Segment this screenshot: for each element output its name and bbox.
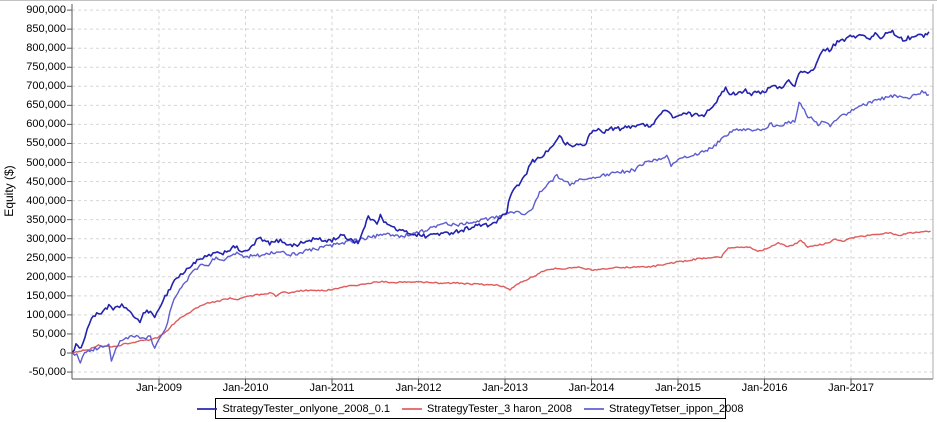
x-tick-label: Jan-2010 — [222, 382, 269, 394]
legend-item-1: StrategyTester_3 haron_2008 — [402, 403, 572, 415]
x-tick-label: Jan-2013 — [482, 382, 528, 394]
y-tick-label: 250,000 — [26, 251, 66, 264]
y-tick-label: 800,000 — [26, 42, 66, 55]
y-tick-label: -50,000 — [28, 366, 66, 379]
x-tick-label: Jan-2012 — [395, 382, 442, 394]
series-line-0 — [71, 29, 930, 353]
legend-marker-icon — [197, 407, 218, 410]
y-tick-label: 600,000 — [26, 118, 66, 131]
x-tick-label: Jan-2011 — [309, 382, 355, 394]
y-tick-label: 150,000 — [26, 289, 66, 302]
top-edge-artifact — [0, 0, 937, 1]
y-tick-label: 900,000 — [26, 4, 66, 17]
legend-label: StrategyTetser_ippon_2008 — [608, 402, 744, 415]
legend: StrategyTester_onlyone_2008_0.1 StrategyT… — [197, 398, 744, 419]
y-axis-title: Equity ($) — [2, 165, 16, 217]
x-tick-label: Jan-2009 — [136, 382, 182, 394]
legend-label: StrategyTester_3 haron_2008 — [427, 402, 572, 415]
legend-label: StrategyTester_onlyone_2008_0.1 — [222, 402, 391, 415]
y-tick-label: 450,000 — [26, 175, 66, 188]
y-tick-label: 200,000 — [26, 270, 66, 283]
x-tick-label: Jan-2014 — [568, 382, 615, 394]
legend-item-0: StrategyTester_onlyone_2008_0.1 — [197, 403, 390, 415]
x-tick-label: Jan-2015 — [655, 382, 701, 394]
y-tick-label: 300,000 — [26, 232, 66, 245]
y-tick-label: 0 — [59, 347, 66, 359]
x-tick-label: Jan-2017 — [828, 382, 874, 394]
series-line-1 — [72, 230, 931, 354]
y-tick-label: 700,000 — [26, 80, 66, 93]
legend-marker-icon — [583, 407, 604, 410]
y-tick-label: 350,000 — [26, 213, 66, 226]
series-line-2 — [72, 90, 930, 364]
legend-marker-icon — [402, 407, 423, 410]
y-tick-label: 100,000 — [26, 308, 66, 321]
y-tick-label: 750,000 — [26, 61, 66, 74]
legend-item-2: StrategyTetser_ippon_2008 — [583, 402, 744, 415]
x-tick-label: Jan-2016 — [741, 382, 788, 394]
y-tick-label: 50,000 — [32, 327, 66, 340]
y-tick-label: 550,000 — [26, 137, 66, 150]
y-tick-label: 400,000 — [26, 194, 66, 207]
y-tick-label: 500,000 — [26, 156, 66, 169]
y-tick-label: 650,000 — [26, 99, 66, 112]
y-tick-label: 850,000 — [26, 23, 66, 36]
